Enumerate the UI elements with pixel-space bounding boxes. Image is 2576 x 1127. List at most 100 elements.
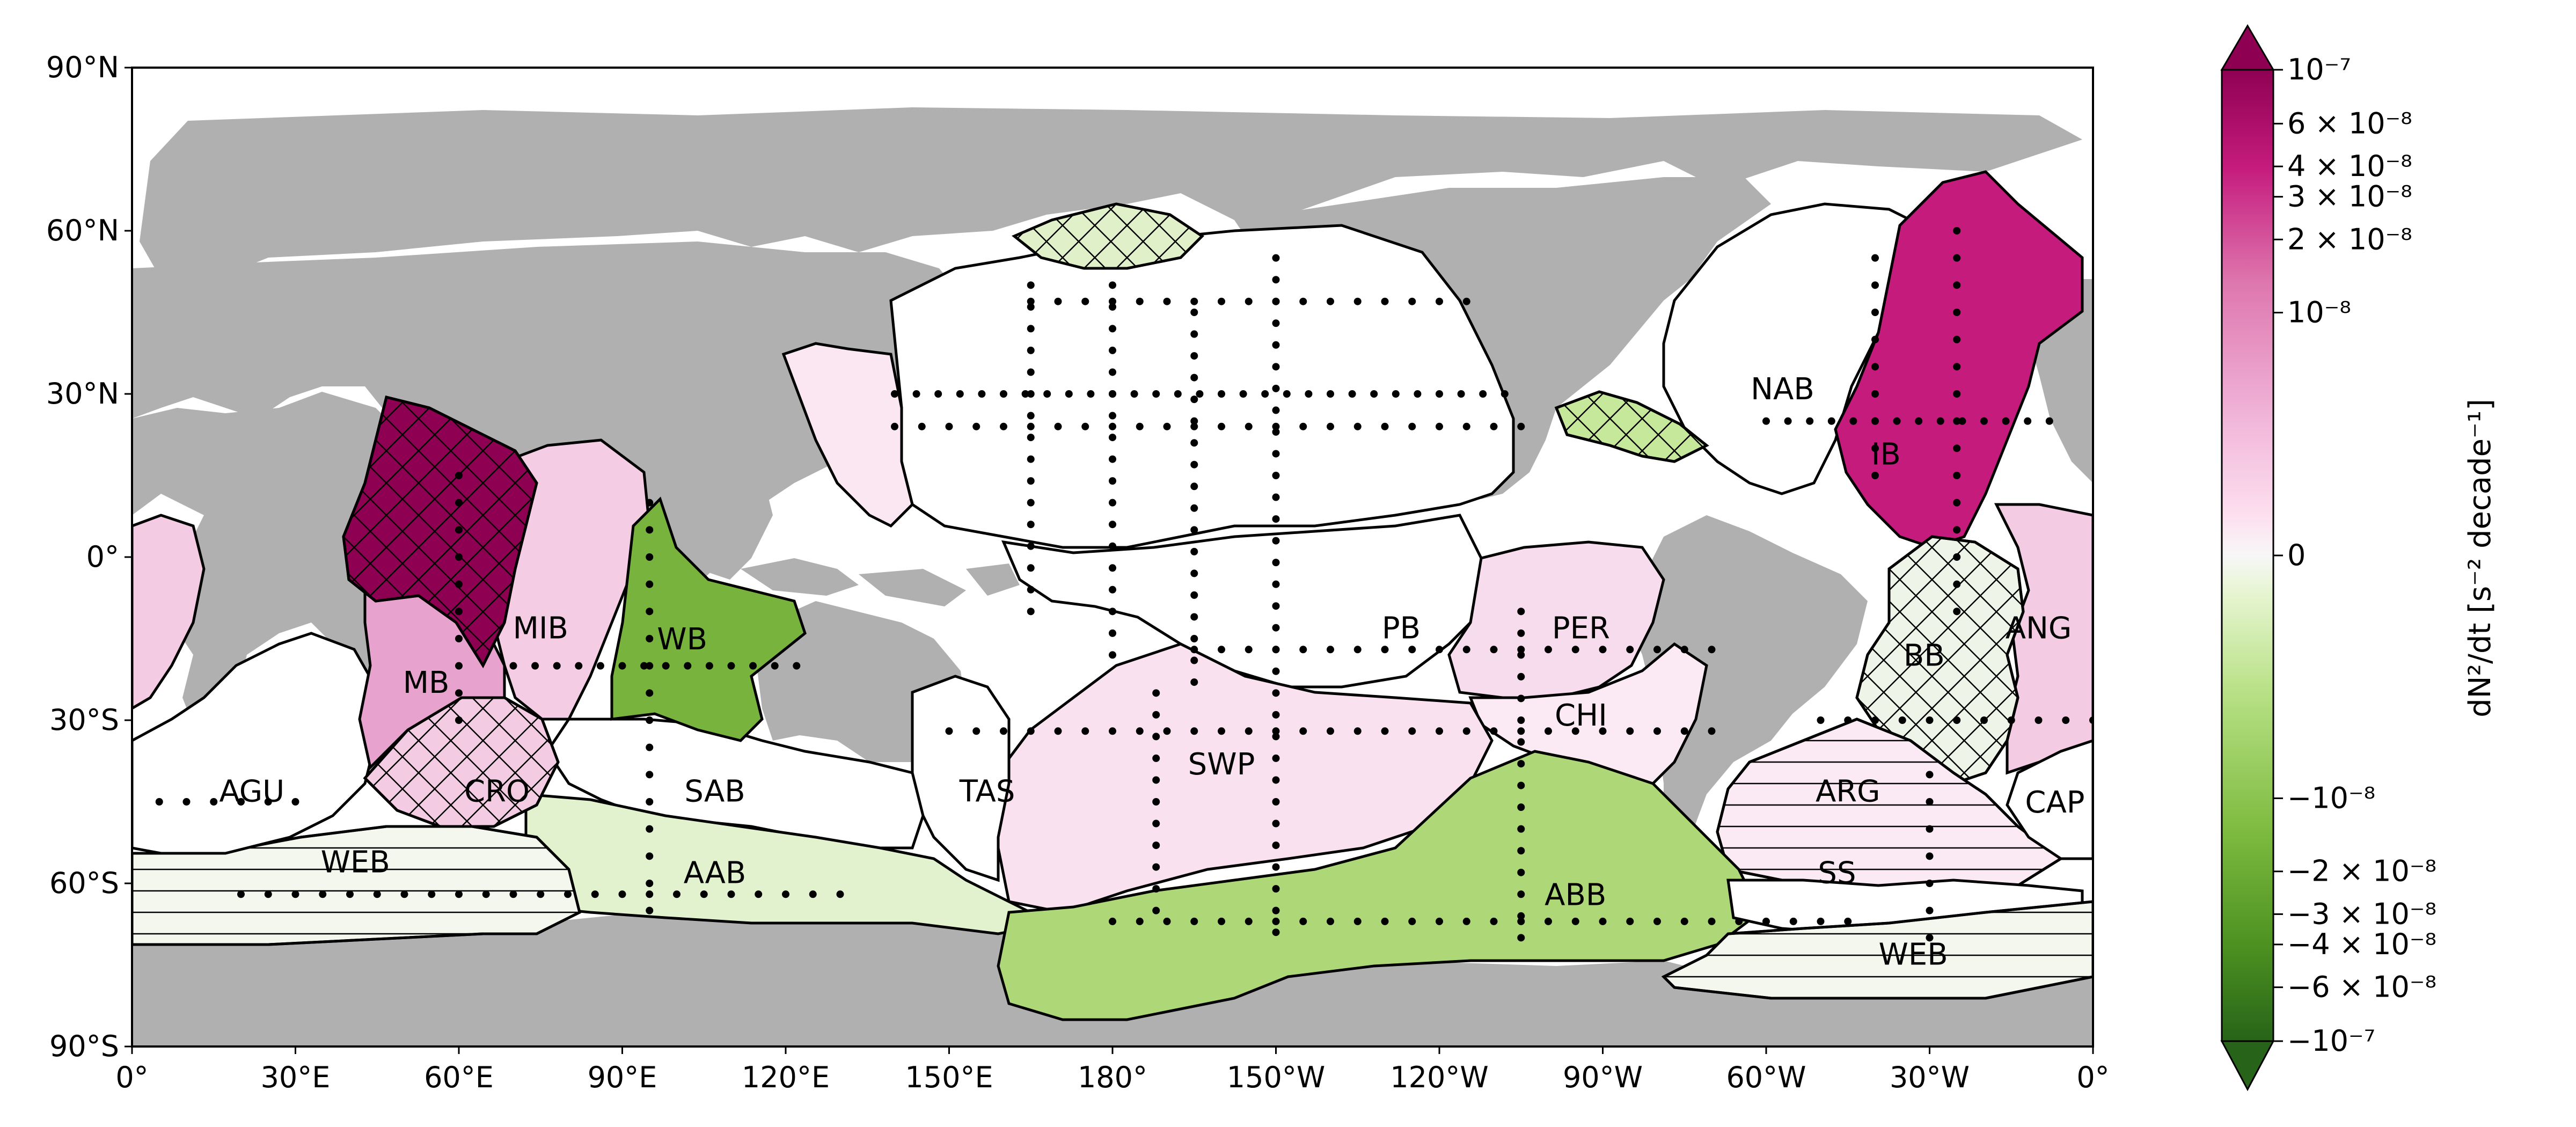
station-dot <box>1027 608 1035 616</box>
station-dot <box>1054 727 1062 735</box>
station-dot <box>1408 646 1416 654</box>
lat-tick-label: 60°S <box>49 866 119 900</box>
station-dot <box>1517 651 1525 659</box>
station-dot <box>1457 390 1465 398</box>
station-dot <box>1436 297 1443 305</box>
station-dot <box>1893 417 1901 425</box>
station-dot <box>1163 917 1171 925</box>
lon-tick-label: 150°W <box>1227 1060 1325 1094</box>
station-dot <box>1272 841 1280 850</box>
lon-tick-label: 30°W <box>1890 1060 1970 1094</box>
station-dot <box>1806 417 1814 425</box>
station-dot <box>1054 422 1062 430</box>
station-dot <box>1517 934 1525 942</box>
lat-tick-label: 0° <box>86 540 119 574</box>
region-CAP <box>2006 739 2093 860</box>
station-dot <box>755 890 763 898</box>
station-dot <box>1272 428 1280 436</box>
station-dot <box>1299 422 1307 430</box>
station-dot <box>1517 646 1525 654</box>
station-dot <box>1272 493 1280 501</box>
station-dot <box>1272 928 1280 936</box>
station-dot <box>1218 917 1225 925</box>
station-dot <box>553 662 561 670</box>
colorbar: 10⁻⁷ 6 × 10⁻⁸ 4 × 10⁻⁸3 × 10⁻⁸ 2 × 10⁻⁸ 10⁻⁸… <box>2220 24 2498 1092</box>
station-dot <box>793 662 801 670</box>
station-dot <box>1190 678 1198 686</box>
station-dot <box>2007 716 2015 724</box>
station-dot <box>945 422 953 430</box>
map-content <box>132 107 2093 1046</box>
station-dot <box>1136 297 1144 305</box>
station-dot <box>1109 608 1116 616</box>
colorbar-tick-label: −10⁻⁷ <box>2287 1024 2375 1058</box>
station-dot <box>673 890 680 898</box>
station-dot <box>1000 422 1007 430</box>
station-dot <box>1926 825 1934 833</box>
station-dot <box>1353 646 1362 654</box>
colorbar-tick-label: 3 × 10⁻⁸ <box>2287 180 2412 214</box>
station-dot <box>264 798 272 806</box>
station-dot <box>1190 330 1198 338</box>
station-dot <box>1517 608 1525 616</box>
station-dot <box>1190 297 1198 305</box>
station-dot <box>1626 646 1634 654</box>
station-dot <box>1762 417 1770 425</box>
station-dot <box>1571 646 1579 654</box>
region-label-ang: ANG <box>2006 611 2072 646</box>
station-dot <box>1239 390 1247 398</box>
station-dot <box>1027 434 1035 442</box>
region-NEPac <box>889 224 1515 549</box>
station-dot <box>1136 917 1144 925</box>
station-dot <box>646 771 654 779</box>
station-dot <box>1109 499 1116 507</box>
station-dot <box>1926 906 1934 914</box>
station-dot <box>1871 444 1879 452</box>
station-dot <box>1381 422 1389 430</box>
station-dot <box>1926 716 1934 724</box>
station-dot <box>455 890 463 898</box>
station-dot <box>1626 727 1634 735</box>
station-dot <box>1109 651 1116 659</box>
station-dot <box>1190 422 1198 430</box>
station-dot <box>1190 482 1198 491</box>
station-dot <box>978 390 986 398</box>
station-dot <box>1163 422 1171 430</box>
station-dot <box>1299 727 1307 735</box>
station-dot <box>1871 417 1879 425</box>
station-dot <box>1136 422 1144 430</box>
station-dot <box>1462 646 1470 654</box>
station-dot <box>1027 412 1035 420</box>
station-dot <box>646 608 654 616</box>
station-dot <box>1915 417 1923 425</box>
station-dot <box>1327 646 1334 654</box>
station-dot <box>1953 254 1961 262</box>
station-dot <box>1081 727 1089 735</box>
station-dot <box>1109 521 1116 529</box>
region-label-web: WEB <box>321 845 390 880</box>
station-dot <box>1436 917 1443 925</box>
station-dot <box>1163 727 1171 735</box>
station-dot <box>1272 727 1280 735</box>
station-dot <box>482 890 490 898</box>
colorbar-tick-label: −3 × 10⁻⁸ <box>2287 897 2436 931</box>
station-dot <box>1272 733 1280 741</box>
station-dot <box>1408 727 1416 735</box>
station-dot <box>1327 917 1334 925</box>
station-dot <box>1599 727 1607 735</box>
station-dot <box>1163 297 1171 305</box>
station-dot <box>1517 803 1525 811</box>
station-dot <box>809 890 817 898</box>
station-dot <box>210 798 218 806</box>
station-dot <box>1599 917 1607 925</box>
station-dot <box>1898 716 1906 724</box>
station-dot <box>1272 341 1280 349</box>
station-dot <box>1109 325 1116 333</box>
station-dot <box>1218 727 1225 735</box>
station-dot <box>1381 646 1389 654</box>
station-dot <box>1190 396 1198 404</box>
region-ABB <box>997 750 1762 1021</box>
station-dot <box>591 890 599 898</box>
station-dot <box>1958 417 1966 425</box>
station-dot <box>1626 917 1634 925</box>
